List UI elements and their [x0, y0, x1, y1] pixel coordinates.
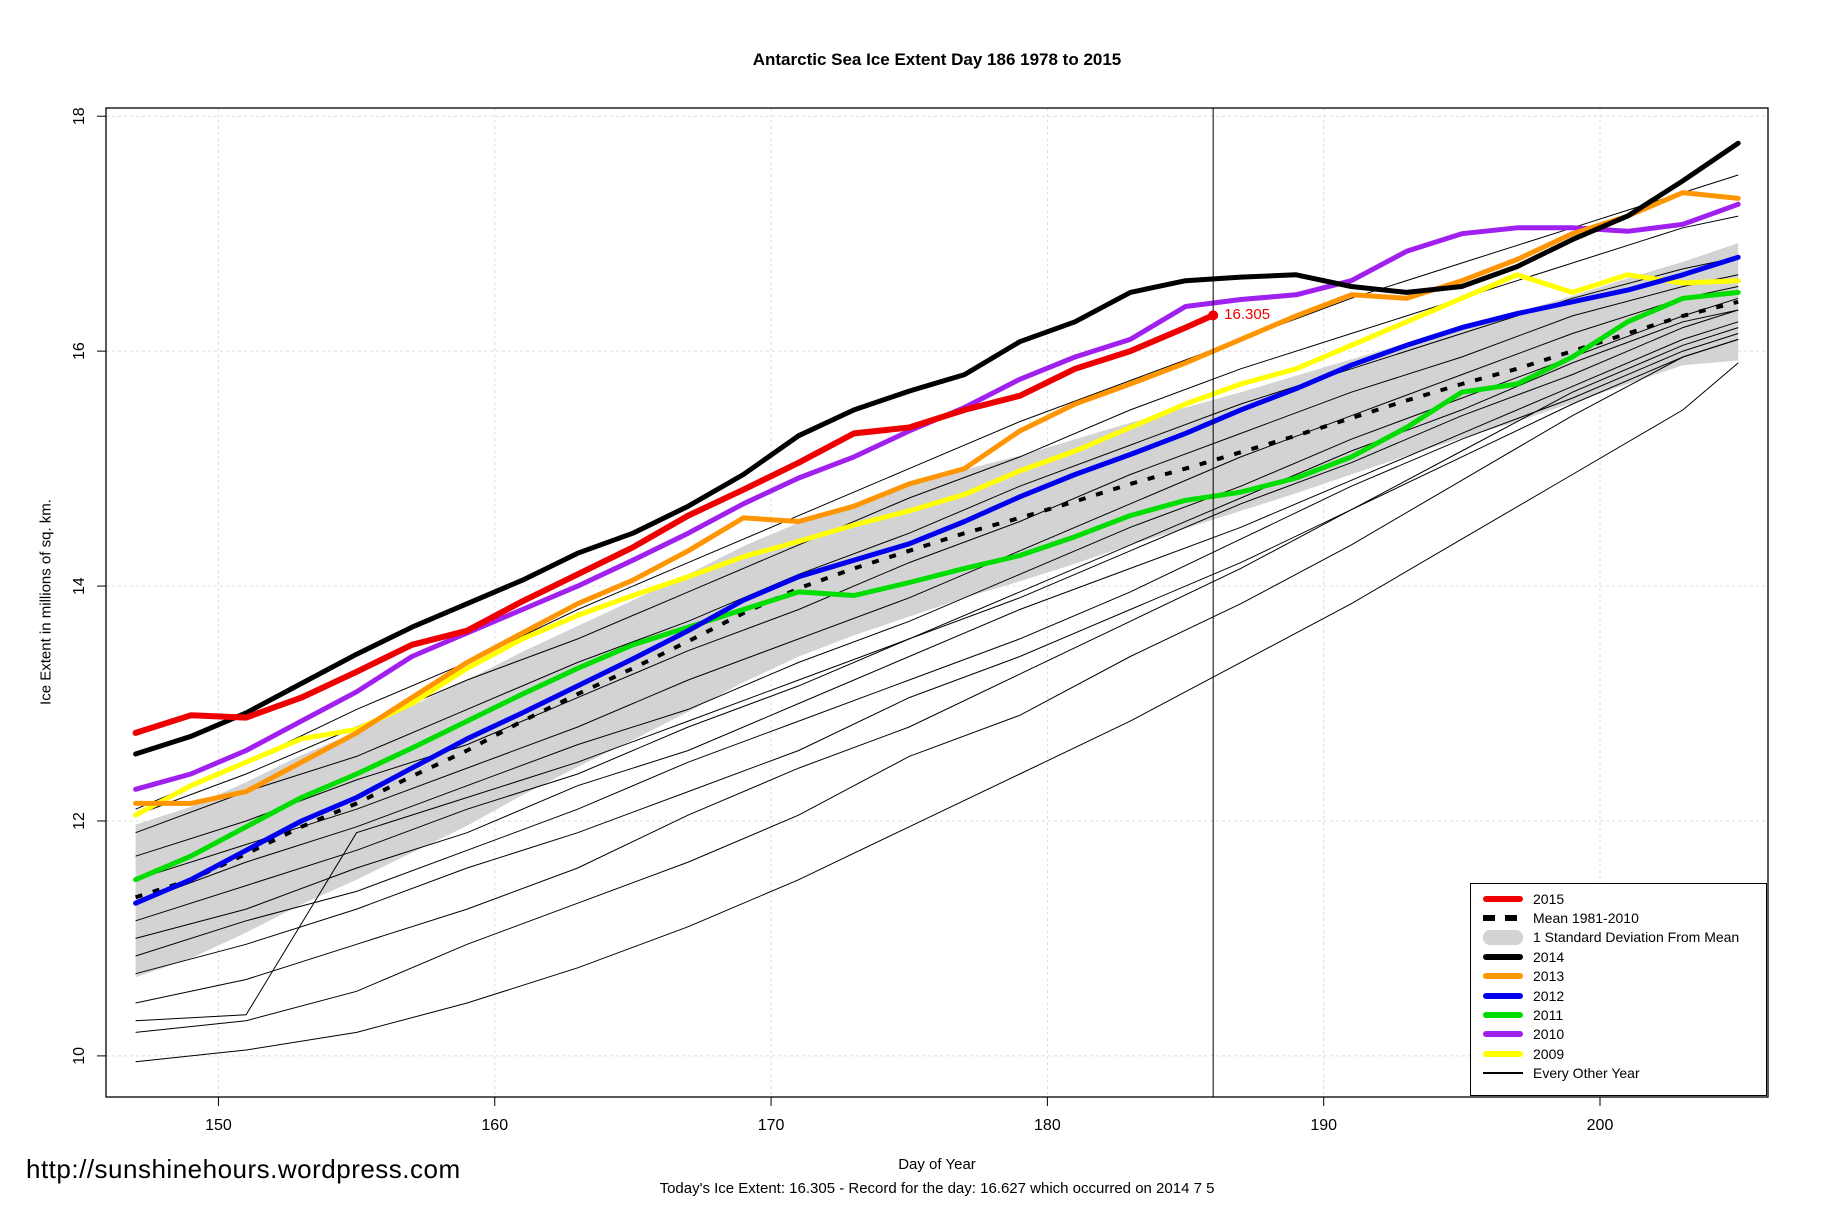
legend-item-2010: 2010	[1471, 1025, 1766, 1044]
legend-item-2009: 2009	[1471, 1044, 1766, 1063]
legend-item-1-standard-deviation-from-mean: 1 Standard Deviation From Mean	[1471, 928, 1766, 947]
other-year-line	[135, 333, 1739, 957]
other-year-line	[135, 338, 1739, 975]
legend-label: Mean 1981-2010	[1533, 910, 1639, 927]
other-year-line	[135, 338, 1739, 1033]
page-title: Antarctic Sea Ice Extent Day 186 1978 to…	[752, 50, 1122, 69]
legend-label: 2009	[1533, 1045, 1565, 1062]
legend-item-2013: 2013	[1471, 967, 1766, 986]
latest-value-annotation: 16.305	[1224, 306, 1271, 324]
x-tick-label: 180	[1034, 1117, 1061, 1134]
x-tick-label: 190	[1310, 1117, 1337, 1134]
y-tick-label: 14	[71, 577, 88, 595]
y-tick-label: 12	[71, 812, 88, 830]
legend-swatch-thick	[1483, 953, 1523, 960]
other-year-line	[135, 286, 1739, 881]
x-axis-label: Day of Year	[898, 1156, 976, 1173]
legend-item-2012: 2012	[1471, 986, 1766, 1005]
series-line-2009	[133, 272, 1741, 818]
x-tick-label: 170	[758, 1117, 785, 1134]
legend-item-2011: 2011	[1471, 1005, 1766, 1024]
legend-swatch-thick	[1483, 1012, 1523, 1019]
legend-swatch-thick	[1483, 973, 1523, 980]
other-year-line	[135, 174, 1739, 810]
latest-point-marker	[1208, 310, 1219, 321]
other-year-line	[135, 362, 1739, 1063]
mean-line	[134, 299, 1739, 900]
legend-item-every-other-year: Every Other Year	[1471, 1064, 1766, 1083]
series-line-2013	[133, 190, 1741, 806]
legend-label: 2015	[1533, 890, 1565, 907]
legend-swatch-thick	[1483, 1031, 1523, 1038]
other-year-line	[135, 327, 1739, 1004]
other-year-line	[135, 321, 1739, 939]
legend-label: 2012	[1533, 987, 1565, 1004]
url-watermark: http://sunshinehours.wordpress.com	[26, 1154, 461, 1184]
today-extent-footnote: Today's Ice Extent: 16.305 - Record for …	[659, 1180, 1215, 1197]
x-tick-label: 200	[1587, 1117, 1614, 1134]
legend-label: 2014	[1533, 948, 1565, 965]
other-year-line	[135, 274, 1739, 857]
series-line-2011	[133, 289, 1741, 883]
y-axis-label: Ice Extent in millions of sq. km.	[37, 499, 55, 705]
legend-swatch-band	[1483, 929, 1523, 945]
y-tick-label: 16	[71, 342, 88, 360]
series-line-2012	[133, 254, 1741, 906]
legend-label: Every Other Year	[1533, 1065, 1640, 1082]
legend-swatch-thick	[1483, 895, 1523, 902]
legend-label: 1 Standard Deviation From Mean	[1533, 929, 1740, 946]
legend-item-mean-1981-2010: Mean 1981-2010	[1471, 908, 1766, 927]
legend-label: 2013	[1533, 968, 1565, 985]
sd-band	[135, 243, 1739, 978]
series-line-2015	[132, 312, 1217, 736]
legend-swatch-thin	[1483, 1072, 1523, 1075]
y-tick-label: 18	[71, 107, 88, 125]
other-year-line	[135, 297, 1739, 904]
legend-label: 2011	[1533, 1007, 1564, 1024]
x-tick-label: 150	[205, 1117, 232, 1134]
plot-border	[105, 107, 1769, 1098]
legend-swatch-thick	[1483, 1050, 1523, 1057]
legend-swatch-thick	[1483, 992, 1523, 999]
legend-swatch-dashes	[1483, 915, 1523, 922]
legend-item-2015: 2015	[1471, 889, 1766, 908]
y-tick-label: 10	[71, 1047, 88, 1065]
legend-label: 2010	[1533, 1026, 1565, 1043]
other-year-line	[135, 309, 1739, 922]
series-line-2014	[133, 140, 1741, 757]
legend-item-2014: 2014	[1471, 947, 1766, 966]
legend: 2015 Mean 1981-2010 1 Standard Deviation F…	[1470, 883, 1767, 1096]
x-tick-label: 160	[481, 1117, 508, 1134]
